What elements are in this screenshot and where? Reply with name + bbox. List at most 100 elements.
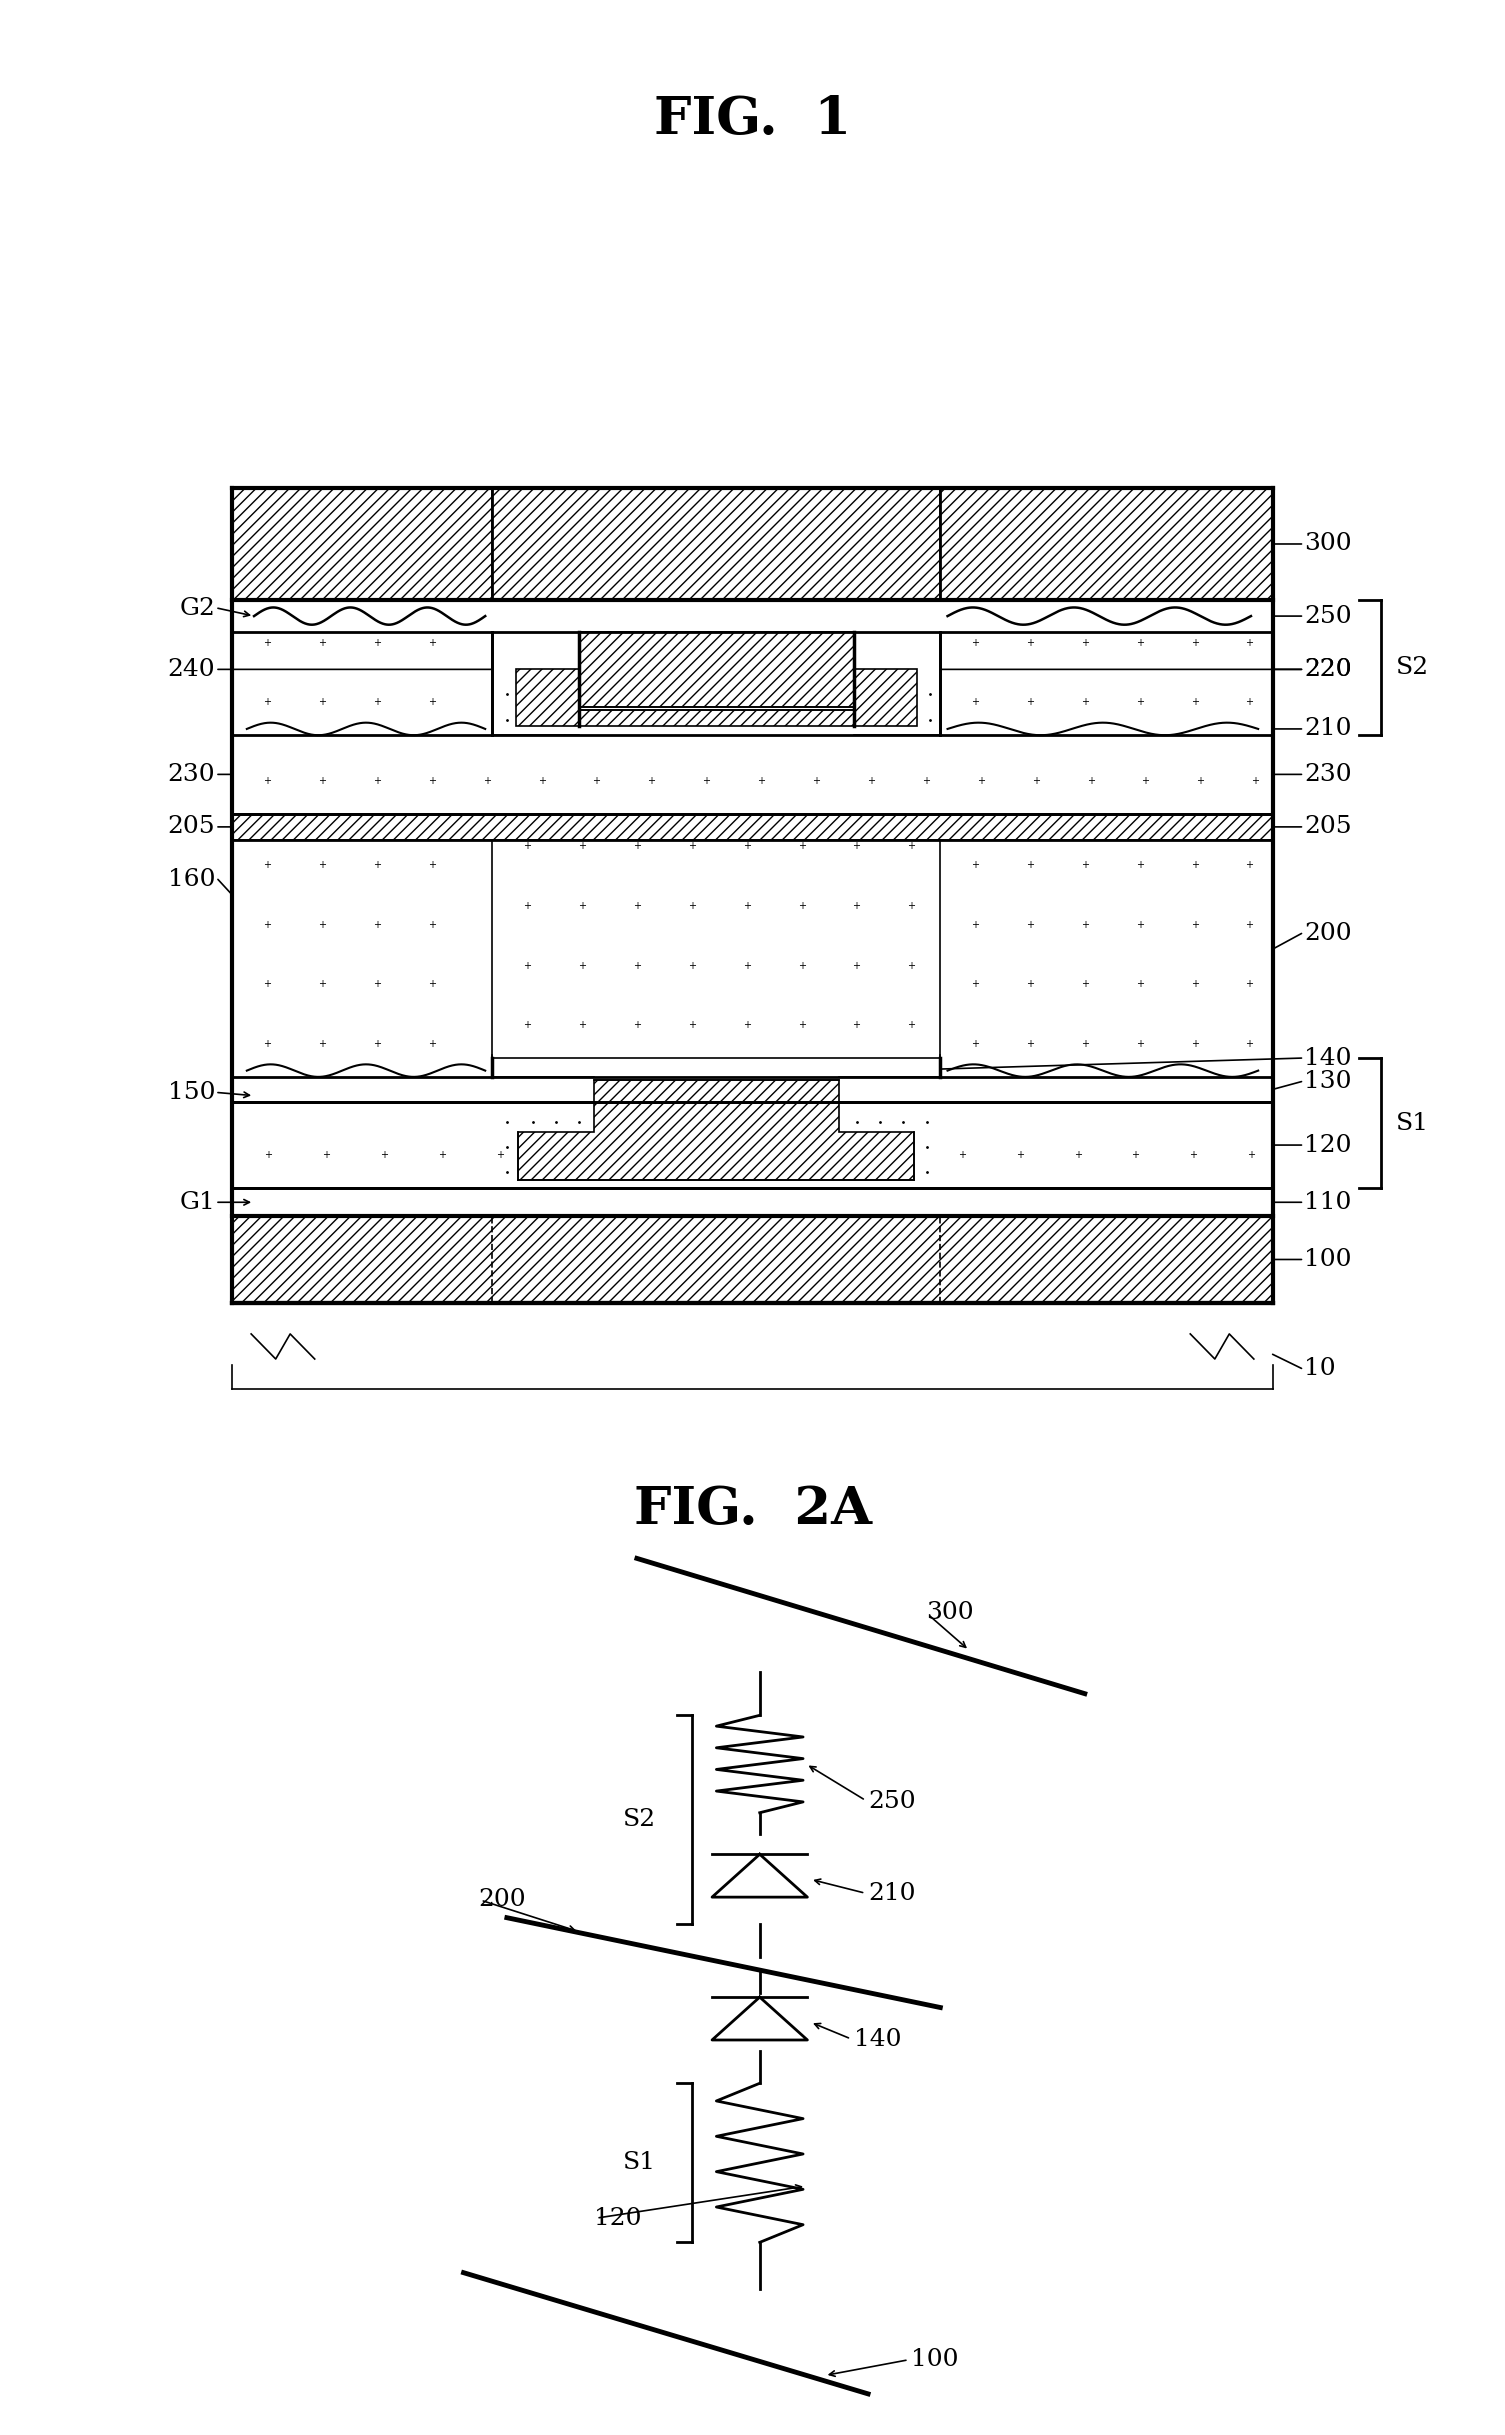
Text: +: + — [1190, 920, 1198, 930]
Bar — [232, 631, 492, 735]
Text: +: + — [263, 777, 271, 787]
Text: +: + — [900, 1149, 908, 1159]
Text: +: + — [1026, 860, 1034, 869]
Text: +: + — [373, 696, 381, 706]
Text: +: + — [971, 860, 978, 869]
Text: +: + — [1136, 979, 1144, 989]
Text: +: + — [427, 638, 436, 648]
Text: 150: 150 — [167, 1081, 215, 1103]
Text: +: + — [524, 959, 531, 972]
Polygon shape — [712, 1855, 807, 1897]
Text: +: + — [322, 1149, 330, 1159]
Text: FIG.  1: FIG. 1 — [655, 93, 850, 144]
Text: 210: 210 — [1305, 718, 1351, 740]
Text: +: + — [923, 777, 930, 787]
Text: +: + — [578, 959, 585, 972]
Text: +: + — [971, 979, 978, 989]
Text: +: + — [634, 959, 641, 972]
Text: +: + — [427, 979, 436, 989]
Text: 140: 140 — [1305, 1047, 1351, 1069]
Text: +: + — [959, 1149, 966, 1159]
Text: +: + — [1081, 979, 1088, 989]
Text: +: + — [1136, 638, 1144, 648]
Bar — [492, 840, 941, 1059]
Text: +: + — [427, 777, 436, 787]
Text: +: + — [263, 638, 271, 648]
Text: 120: 120 — [593, 2206, 641, 2230]
Text: +: + — [1196, 777, 1204, 787]
Text: +: + — [373, 860, 381, 869]
Text: +: + — [524, 843, 531, 852]
Text: +: + — [373, 1040, 381, 1049]
Text: +: + — [1189, 1149, 1196, 1159]
Text: +: + — [743, 843, 751, 852]
Text: +: + — [318, 860, 327, 869]
Bar — [232, 735, 1273, 813]
Text: +: + — [318, 920, 327, 930]
Text: +: + — [1251, 777, 1260, 787]
Text: +: + — [1026, 1040, 1034, 1049]
Text: +: + — [1136, 696, 1144, 706]
Text: 100: 100 — [1305, 1249, 1351, 1271]
Text: +: + — [688, 843, 695, 852]
Text: 220: 220 — [1305, 657, 1351, 682]
Text: G2: G2 — [179, 597, 215, 621]
Text: +: + — [971, 638, 978, 648]
Text: +: + — [977, 777, 984, 787]
Text: +: + — [554, 1149, 561, 1159]
Bar — [232, 1188, 1273, 1218]
Text: G1: G1 — [179, 1191, 215, 1213]
Text: +: + — [798, 1020, 805, 1030]
Text: +: + — [318, 1040, 327, 1049]
Text: +: + — [593, 777, 600, 787]
Text: +: + — [688, 901, 695, 911]
Text: 205: 205 — [167, 816, 215, 838]
Text: +: + — [524, 901, 531, 911]
Text: 210: 210 — [868, 1882, 915, 1907]
Text: +: + — [843, 1149, 850, 1159]
Text: +: + — [373, 920, 381, 930]
Text: +: + — [852, 843, 861, 852]
Bar — [579, 631, 853, 706]
Text: +: + — [1190, 696, 1198, 706]
Text: +: + — [852, 1020, 861, 1030]
Text: +: + — [688, 959, 695, 972]
Text: +: + — [578, 843, 585, 852]
Text: +: + — [578, 901, 585, 911]
Text: +: + — [634, 843, 641, 852]
Text: +: + — [727, 1149, 734, 1159]
Text: +: + — [908, 959, 915, 972]
Text: +: + — [524, 1020, 531, 1030]
Text: +: + — [1081, 920, 1088, 930]
Text: S1: S1 — [623, 2150, 656, 2174]
Bar — [232, 813, 1273, 840]
Text: +: + — [427, 1040, 436, 1049]
Text: +: + — [495, 1149, 504, 1159]
Text: +: + — [263, 696, 271, 706]
Text: 230: 230 — [1305, 762, 1351, 787]
Text: +: + — [1246, 638, 1254, 648]
Text: S1: S1 — [1395, 1113, 1428, 1135]
Text: +: + — [537, 777, 545, 787]
Text: +: + — [813, 777, 820, 787]
Text: +: + — [1246, 860, 1254, 869]
Text: 200: 200 — [1305, 923, 1351, 945]
Text: +: + — [1136, 860, 1144, 869]
Text: +: + — [908, 843, 915, 852]
Text: +: + — [1026, 696, 1034, 706]
Text: +: + — [867, 777, 874, 787]
Text: +: + — [263, 1040, 271, 1049]
Text: +: + — [1190, 860, 1198, 869]
Text: +: + — [757, 777, 765, 787]
Text: 10: 10 — [1305, 1356, 1336, 1381]
Text: 100: 100 — [912, 2347, 959, 2372]
Bar — [941, 631, 1273, 735]
Text: +: + — [971, 920, 978, 930]
Text: +: + — [373, 777, 381, 787]
Text: +: + — [971, 1040, 978, 1049]
Text: +: + — [688, 1020, 695, 1030]
Text: +: + — [1246, 979, 1254, 989]
Bar — [232, 1218, 1273, 1303]
Text: 240: 240 — [167, 657, 215, 682]
Text: +: + — [1081, 696, 1088, 706]
